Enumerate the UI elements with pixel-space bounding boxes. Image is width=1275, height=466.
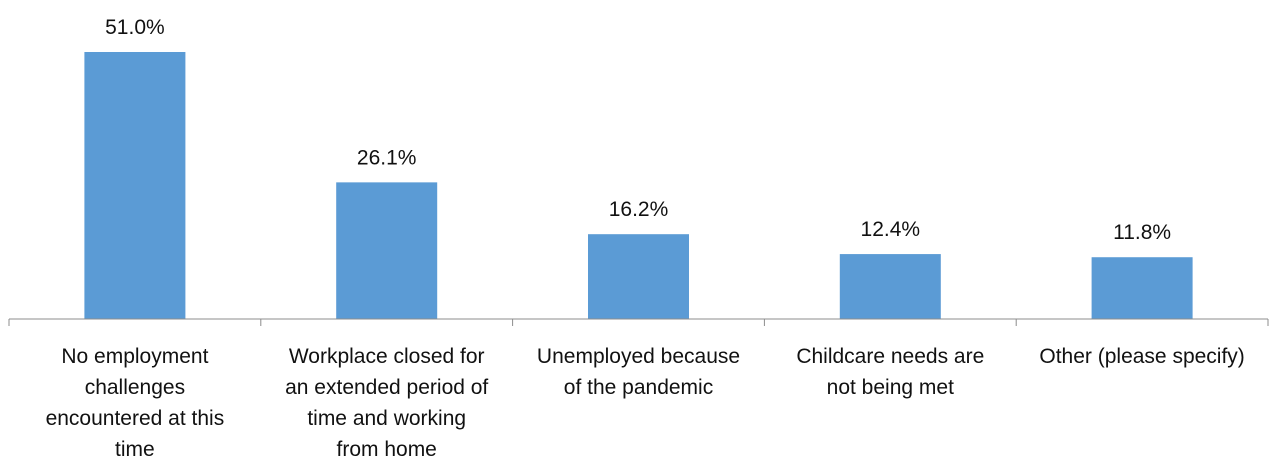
- bar: [84, 52, 185, 319]
- x-axis-ticks: [9, 319, 1268, 326]
- bar: [1092, 257, 1193, 319]
- data-label: 26.1%: [357, 146, 417, 169]
- bar: [588, 234, 689, 319]
- data-label: 12.4%: [861, 218, 921, 241]
- category-label: Other (please specify): [1039, 345, 1244, 368]
- data-label: 16.2%: [609, 198, 669, 221]
- bars: [84, 52, 1192, 319]
- category-labels: No employment challenges encountered at th…: [46, 345, 1245, 461]
- bar: [840, 254, 941, 319]
- data-labels: 51.0% 26.1% 16.2% 12.4% 11.8%: [105, 16, 1171, 244]
- data-label: 51.0%: [105, 16, 165, 39]
- category-label: Childcare needs are not being met: [796, 345, 984, 399]
- category-label: Unemployed because of the pandemic: [537, 345, 740, 399]
- data-label: 11.8%: [1113, 221, 1171, 244]
- category-label: Workplace closed for an extended period o…: [285, 345, 488, 461]
- bar: [336, 182, 437, 319]
- category-label: No employment challenges encountered at th…: [46, 345, 225, 461]
